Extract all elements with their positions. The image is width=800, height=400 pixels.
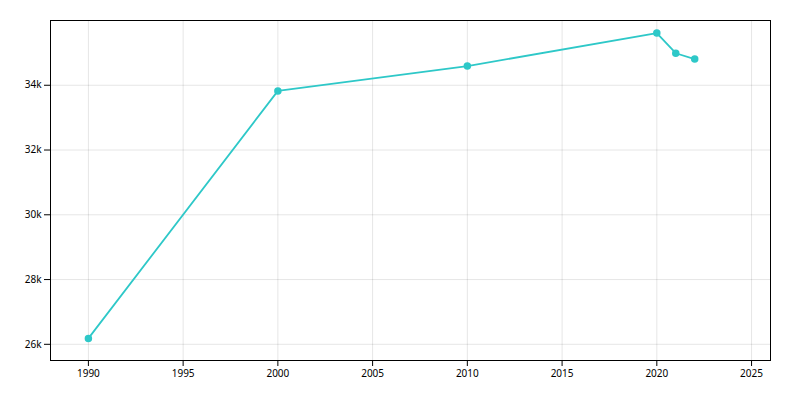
svg-text:32k: 32k: [25, 142, 42, 156]
svg-text:2000: 2000: [266, 366, 289, 380]
svg-text:26k: 26k: [25, 337, 42, 351]
svg-text:2020: 2020: [645, 366, 668, 380]
svg-text:30k: 30k: [25, 207, 42, 221]
svg-text:28k: 28k: [25, 272, 42, 286]
svg-text:2005: 2005: [361, 366, 384, 380]
svg-text:2010: 2010: [456, 366, 479, 380]
svg-text:1995: 1995: [172, 366, 195, 380]
svg-text:2015: 2015: [551, 366, 574, 380]
svg-text:34k: 34k: [25, 77, 42, 91]
svg-text:1990: 1990: [77, 366, 100, 380]
svg-text:2025: 2025: [740, 366, 763, 380]
